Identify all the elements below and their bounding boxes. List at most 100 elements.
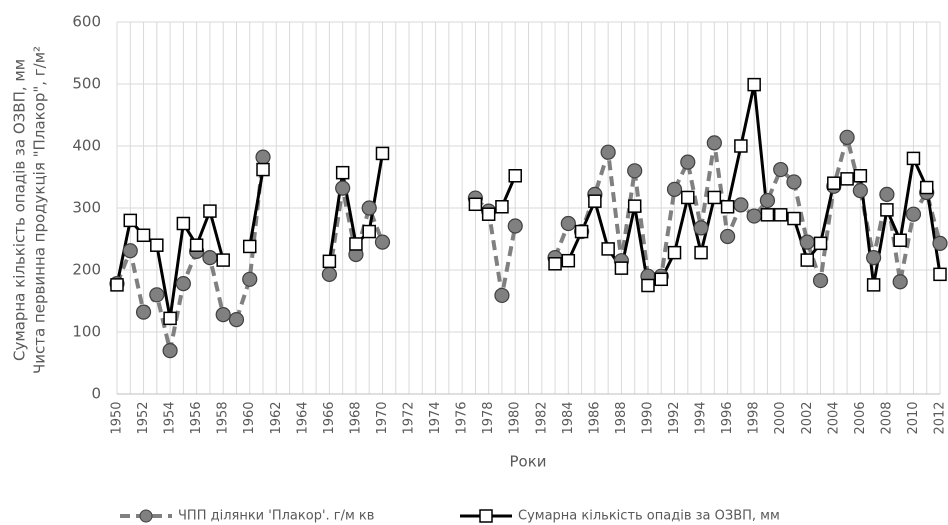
marker: [560, 215, 576, 232]
legend-marker: [479, 509, 493, 523]
marker: [600, 144, 616, 160]
x-tick-label: 1956: [189, 401, 204, 434]
legend-label: Сумарна кількість опадів за ОЗВП, мм: [518, 509, 780, 524]
marker: [215, 307, 231, 323]
x-tick-label: 1978: [481, 401, 496, 434]
marker: [508, 169, 522, 183]
x-tick-label: 1992: [667, 401, 682, 434]
marker: [787, 211, 801, 226]
x-tick-label: 1980: [508, 401, 523, 434]
marker: [362, 224, 376, 239]
x-tick-label: 1966: [322, 401, 337, 434]
x-tick-label: 1988: [614, 401, 629, 434]
x-tick-label: 1990: [640, 401, 655, 434]
marker: [548, 257, 562, 271]
marker: [175, 276, 191, 292]
marker: [149, 287, 165, 303]
marker: [734, 139, 748, 153]
x-tick-label: 1964: [295, 401, 310, 434]
x-tick-label: 2002: [800, 401, 815, 434]
marker: [322, 254, 337, 269]
x-tick-label: 1982: [534, 401, 549, 434]
marker: [706, 135, 722, 151]
y-tick-label: 500: [72, 75, 101, 93]
marker: [335, 165, 350, 180]
marker: [123, 213, 138, 228]
marker: [150, 238, 164, 252]
marker: [666, 181, 683, 197]
y-tick-label: 100: [72, 323, 101, 341]
marker: [786, 174, 802, 190]
marker: [574, 224, 589, 239]
y-tick-label: 400: [72, 137, 101, 155]
marker: [733, 197, 749, 213]
marker: [228, 312, 245, 328]
x-axis-label: Роки: [509, 453, 546, 471]
marker: [680, 154, 696, 170]
marker: [681, 190, 695, 205]
x-tick-label: 1960: [242, 401, 257, 434]
x-tick-label: 1976: [455, 401, 470, 434]
y-axis-label: Сумарна кількість опадів за ОЗВП, мм: [11, 59, 29, 361]
marker: [812, 272, 829, 289]
marker: [122, 243, 138, 259]
marker: [375, 146, 390, 161]
marker: [866, 250, 882, 266]
marker: [202, 250, 218, 266]
marker: [919, 180, 934, 195]
marker: [163, 311, 177, 326]
marker: [601, 242, 615, 256]
marker: [588, 194, 602, 208]
marker: [627, 163, 643, 179]
series-line: [115, 135, 942, 353]
marker: [827, 176, 841, 190]
x-tick-label: 1968: [348, 401, 363, 434]
x-tick-label: 1984: [561, 401, 576, 434]
marker: [242, 271, 258, 287]
marker: [203, 204, 217, 218]
x-tick-label: 1962: [269, 401, 284, 434]
x-tick-label: 1952: [136, 401, 151, 434]
x-tick-label: 1970: [375, 401, 390, 434]
x-tick-label: 2006: [853, 401, 868, 434]
y-tick-label: 0: [91, 385, 101, 403]
marker: [839, 129, 855, 145]
marker: [321, 266, 337, 282]
marker: [189, 238, 204, 252]
marker: [905, 206, 922, 222]
marker: [495, 200, 509, 214]
marker: [349, 237, 363, 251]
marker: [162, 343, 178, 359]
marker: [374, 234, 391, 250]
marker: [641, 278, 655, 293]
x-tick-label: 1950: [110, 401, 125, 434]
y-tick-label: 600: [72, 13, 101, 31]
legend-label: ЧПП ділянки 'Плакор'. г/м кв: [178, 509, 374, 524]
marker: [773, 208, 788, 222]
marker: [880, 203, 894, 217]
legend-marker: [139, 509, 153, 523]
marker: [242, 239, 257, 254]
marker: [799, 234, 815, 250]
marker: [494, 287, 510, 304]
marker: [507, 218, 523, 234]
marker: [840, 172, 854, 186]
marker: [760, 208, 775, 222]
x-tick-label: 1986: [587, 401, 602, 434]
marker: [720, 200, 735, 214]
marker: [256, 162, 270, 177]
x-tick-label: 1972: [402, 401, 417, 434]
marker: [866, 278, 881, 292]
marker: [933, 267, 947, 282]
marker: [893, 233, 907, 247]
marker: [773, 161, 789, 178]
marker: [759, 192, 776, 209]
y-axis-label: Чиста первинна продукція "Плакор", г/м²: [31, 46, 49, 374]
marker: [135, 304, 152, 320]
y-tick-label: 300: [72, 199, 101, 217]
marker: [853, 169, 868, 183]
marker: [667, 245, 682, 260]
marker: [255, 149, 271, 165]
marker: [481, 207, 496, 221]
